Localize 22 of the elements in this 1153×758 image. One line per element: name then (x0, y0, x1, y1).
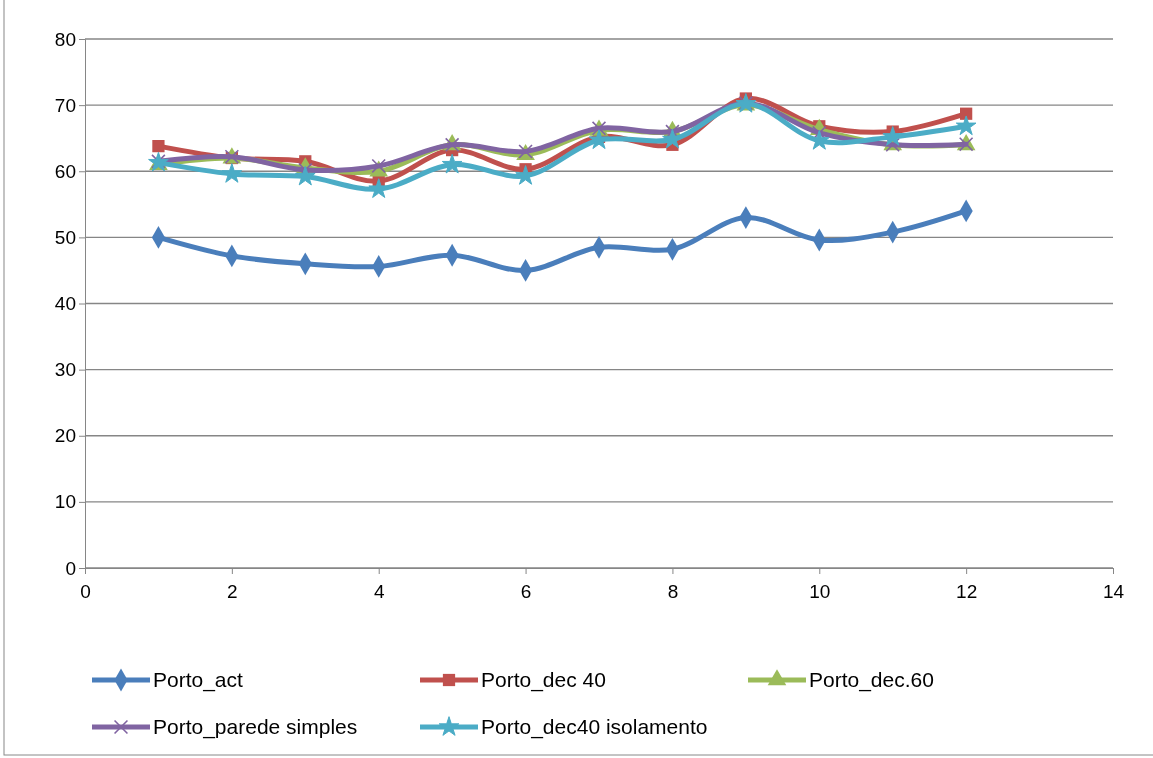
y-tick-label: 0 (65, 557, 76, 579)
legend-label: Porto_parede simples (153, 715, 358, 739)
x-tick-label: 2 (227, 580, 238, 602)
y-tick-label: 20 (54, 425, 76, 447)
legend-label: Porto_act (153, 668, 244, 692)
x-tick-label: 0 (80, 580, 91, 602)
x-tick-label: 4 (373, 580, 385, 602)
x-tick-label: 14 (1102, 580, 1125, 602)
x-tick-label: 8 (667, 580, 679, 602)
y-tick-label: 40 (54, 293, 76, 315)
y-tick-label: 70 (54, 94, 76, 116)
y-tick-label: 80 (54, 28, 76, 50)
legend-label: Porto_dec40 isolamento (481, 715, 708, 739)
y-tick-label: 30 (54, 359, 76, 381)
legend-label: Porto_dec.60 (809, 668, 934, 692)
y-tick-label: 10 (54, 491, 76, 513)
x-tick-label: 12 (956, 580, 978, 602)
y-tick-label: 50 (54, 226, 76, 248)
legend-label: Porto_dec 40 (481, 668, 606, 692)
y-tick-label: 60 (54, 160, 76, 182)
x-tick-label: 6 (520, 580, 532, 602)
x-tick-label: 10 (809, 580, 831, 602)
